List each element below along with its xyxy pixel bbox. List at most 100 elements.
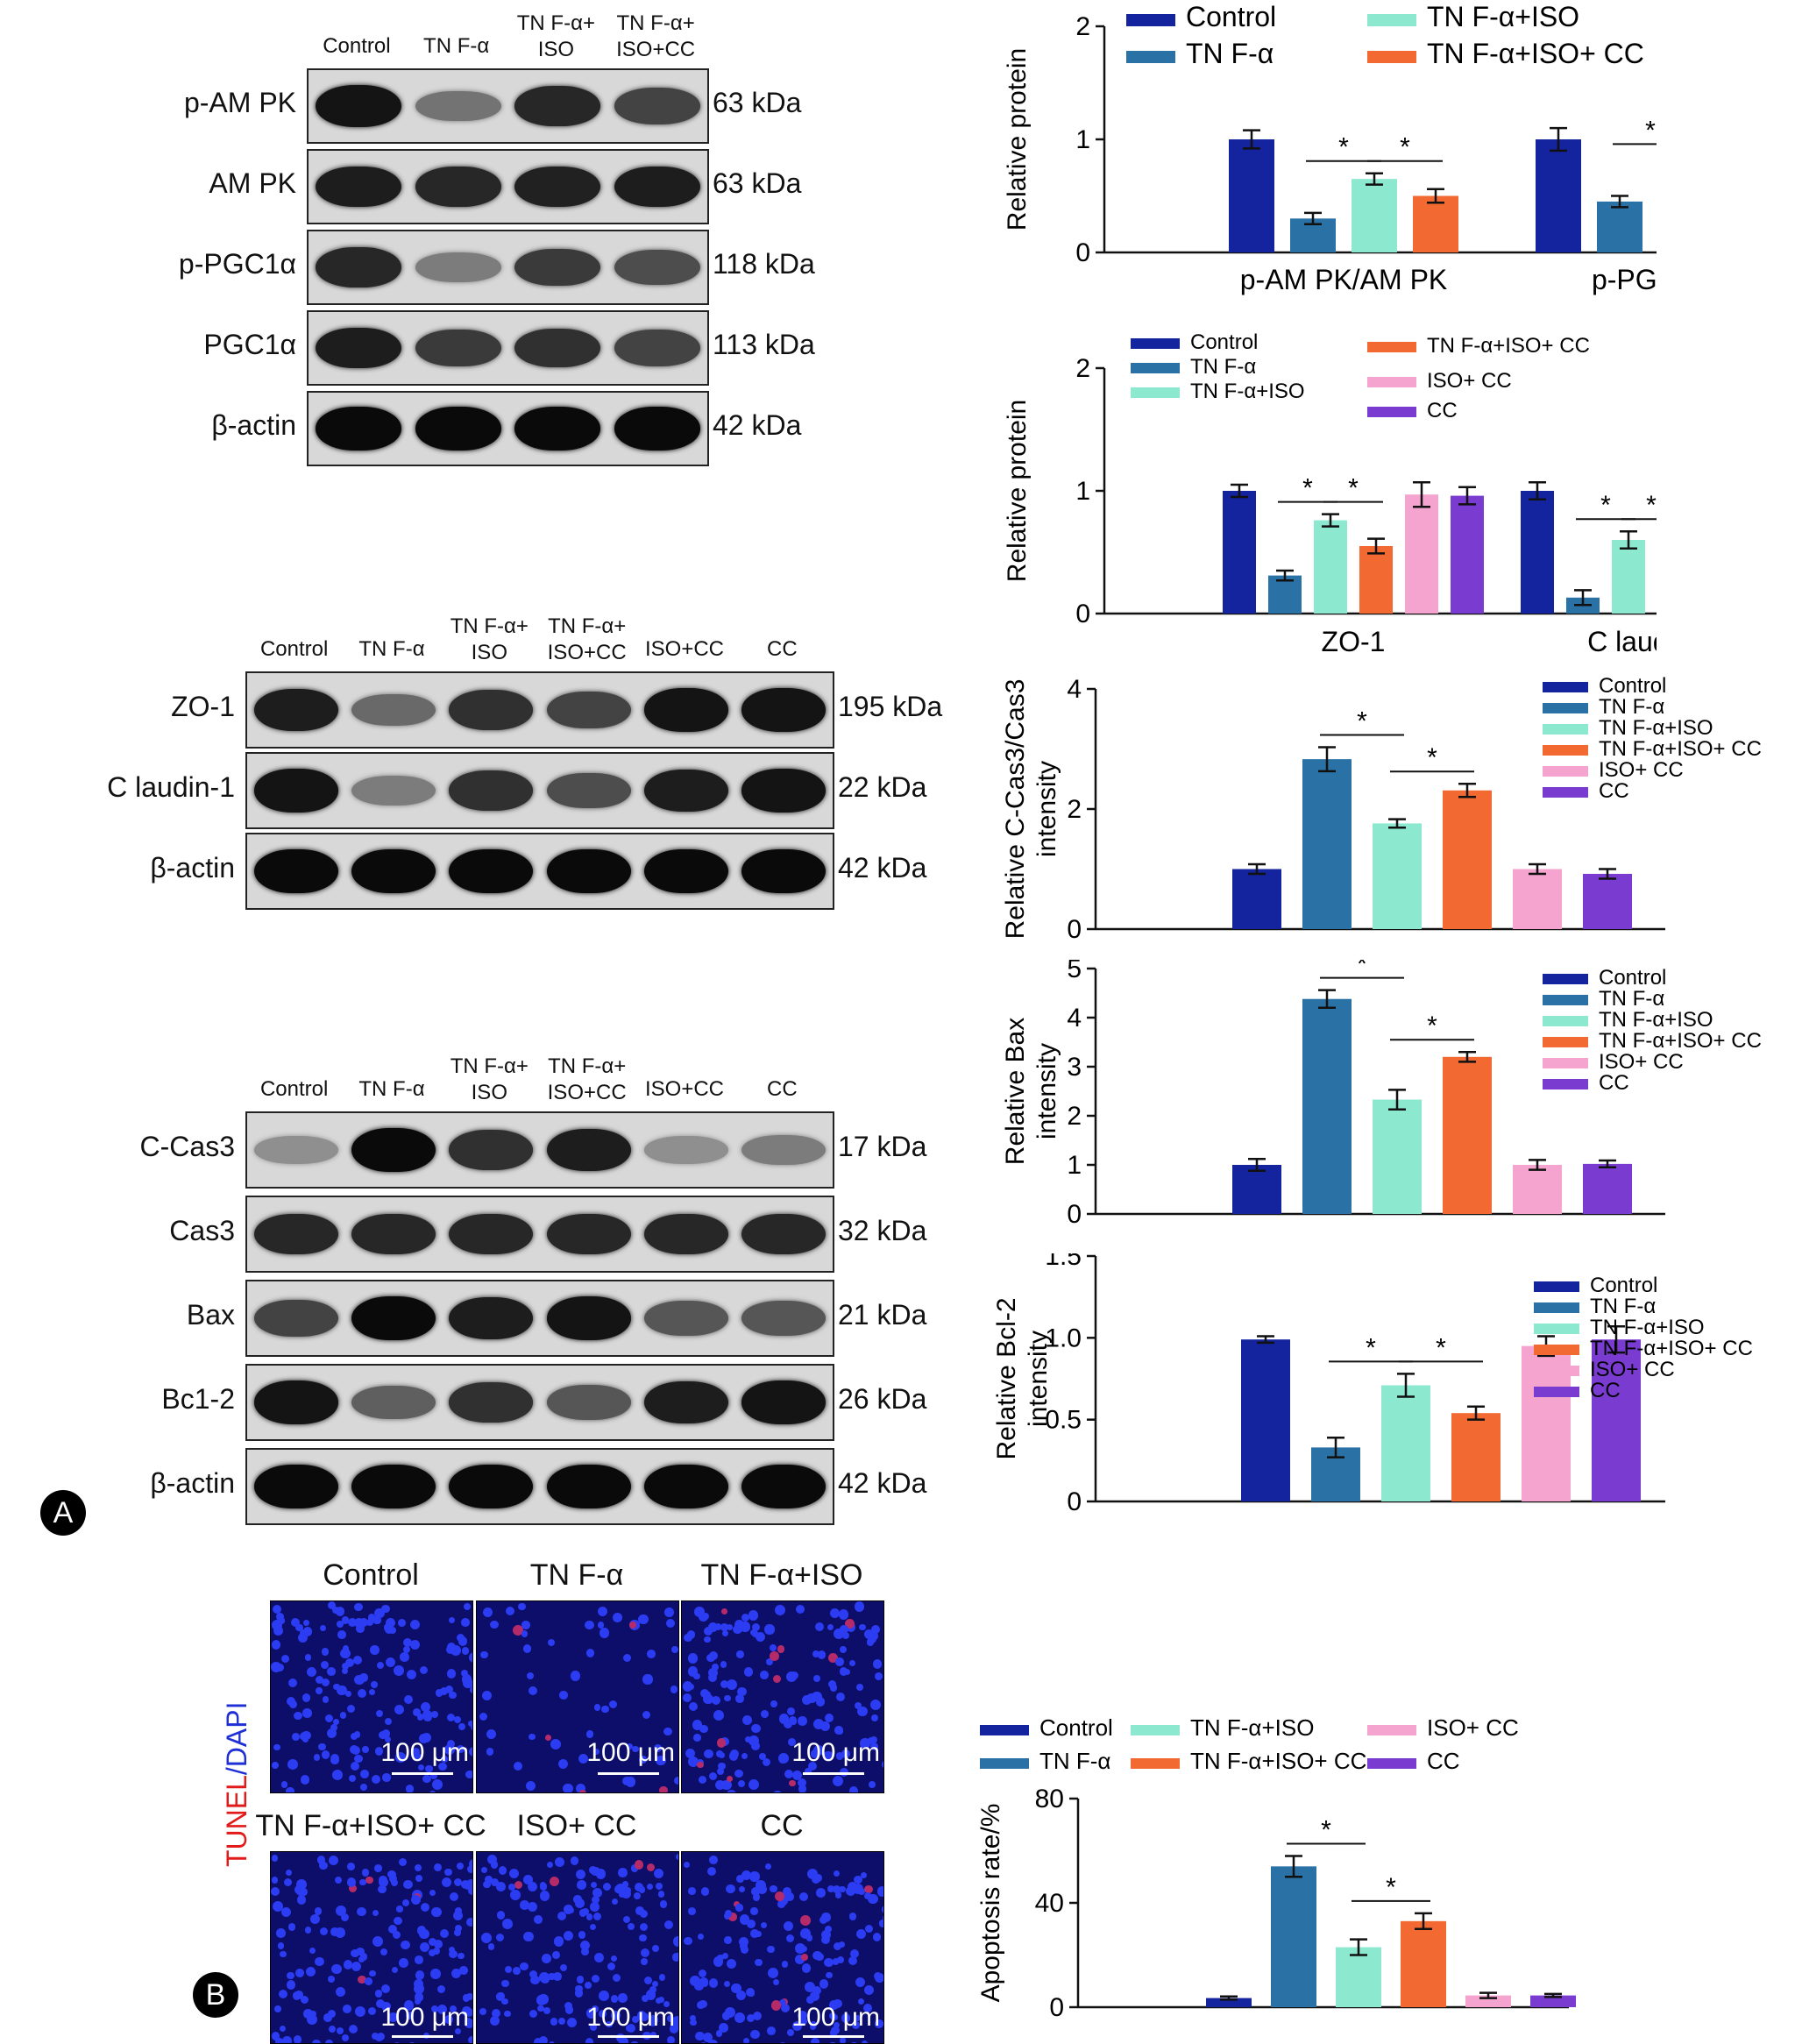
cell-nucleus	[314, 1754, 320, 1760]
y-tick-label: 0	[1067, 1200, 1082, 1229]
cell-nucleus	[635, 1906, 644, 1915]
cell-nucleus	[300, 1732, 309, 1741]
cell-nucleus	[658, 1891, 664, 1897]
cell-nucleus	[565, 2005, 573, 2013]
cell-nucleus	[800, 1928, 811, 1939]
cell-nucleus	[835, 1657, 844, 1666]
cell-nucleus	[287, 1972, 294, 1980]
cell-nucleus	[725, 1910, 732, 1917]
cell-nucleus	[641, 1958, 648, 1965]
cell-nucleus	[599, 1991, 609, 2001]
legend-swatch	[1543, 745, 1588, 756]
cell-nucleus	[329, 1856, 338, 1865]
cell-nucleus	[404, 1695, 413, 1704]
legend-label: TN F-α+ISO	[1190, 380, 1305, 403]
cell-nucleus	[540, 1891, 550, 1901]
blot-band	[316, 407, 401, 450]
blot-row	[307, 230, 709, 305]
cell-nucleus	[618, 1993, 627, 2002]
blot-row-label: Bax	[53, 1299, 235, 1331]
blot-column-label-line: ISO	[441, 1080, 538, 1106]
cell-nucleus	[594, 1704, 601, 1711]
cell-nucleus	[724, 1936, 732, 1944]
scale-bar	[392, 2035, 453, 2038]
y-tick-label: 2	[1075, 12, 1090, 41]
cell-nucleus	[575, 1989, 584, 1998]
cell-nucleus	[394, 1917, 402, 1926]
cell-nucleus	[271, 1662, 281, 1672]
legend-label: TN F-α+ISO+ CC	[1427, 38, 1644, 69]
cell-nucleus	[386, 1657, 395, 1667]
blot-band	[644, 688, 728, 731]
blot-kda-label: 42 kDa	[838, 1467, 926, 1500]
cell-nucleus	[394, 1705, 404, 1714]
cell-nucleus	[699, 1969, 706, 1977]
cell-nucleus	[634, 1892, 641, 1899]
tunel-image: 100 μm	[681, 1851, 884, 2044]
cell-nucleus	[862, 2040, 868, 2044]
cell-nucleus	[704, 1636, 710, 1643]
cell-nucleus	[505, 1966, 512, 1973]
cell-nucleus	[374, 1864, 382, 1872]
cell-nucleus	[322, 1750, 330, 1758]
bar	[1513, 869, 1562, 930]
cell-nucleus	[674, 1777, 679, 1785]
scale-bar	[803, 2035, 864, 2038]
blot-band	[614, 330, 700, 366]
blot-kda-label: 63 kDa	[713, 87, 801, 119]
cell-nucleus	[751, 1887, 760, 1896]
cell-nucleus	[609, 1700, 617, 1708]
cell-nucleus	[307, 1667, 316, 1677]
bar	[1336, 1948, 1381, 2007]
cell-nucleus	[857, 1707, 868, 1717]
cell-nucleus	[272, 1620, 282, 1630]
cell-nucleus	[830, 1684, 838, 1692]
blot-row-label: C-Cas3	[53, 1131, 235, 1163]
cell-nucleus	[749, 1610, 759, 1621]
cell-nucleus	[564, 1931, 573, 1941]
blot-column-label: Control	[245, 636, 343, 663]
cell-nucleus	[488, 1943, 495, 1950]
blot-row	[245, 833, 834, 910]
cell-nucleus	[717, 1768, 724, 1775]
cell-nucleus	[600, 1628, 609, 1637]
y-tick-label: 0	[1067, 915, 1082, 944]
cell-nucleus	[719, 2023, 728, 2033]
cell-nucleus	[351, 1733, 358, 1740]
blot-column-label-line: TN F-α+	[441, 614, 538, 640]
blot-column-label: TN F-α+ISO+CC	[538, 614, 635, 666]
cell-nucleus	[882, 1760, 884, 1769]
y-tick-label: 80	[1035, 1785, 1064, 1813]
cell-nucleus	[644, 1977, 652, 1984]
legend-label: TN F-α	[1186, 38, 1274, 69]
cell-nucleus	[607, 1962, 615, 1970]
cell-nucleus	[579, 1790, 586, 1793]
y-tick-label: 2	[1067, 795, 1082, 824]
bar	[1381, 1385, 1430, 1501]
cell-nucleus	[813, 1675, 820, 1682]
cell-nucleus	[763, 1758, 770, 1766]
legend-label: TN F-α+ISO+ CC	[1599, 1029, 1762, 1053]
cell-nucleus	[635, 1860, 644, 1870]
cell-nucleus	[482, 1691, 492, 1700]
cell-nucleus	[693, 1734, 701, 1742]
cell-nucleus	[701, 1887, 710, 1896]
scale-bar-label: 100 μm	[380, 2003, 469, 2033]
blot-column-label: TN F-α	[343, 1076, 440, 1103]
cell-nucleus	[812, 1692, 822, 1702]
cell-nucleus	[403, 1880, 412, 1889]
cell-nucleus	[779, 1714, 789, 1723]
blot-column-label-line: Control	[245, 1076, 343, 1103]
cell-nucleus	[736, 1650, 743, 1657]
blot-row-label: β-actin	[53, 1467, 235, 1500]
legend-swatch	[1131, 1758, 1180, 1769]
cell-nucleus	[330, 1724, 337, 1731]
tunel-image: 100 μm	[476, 1600, 679, 1793]
cell-nucleus	[368, 1614, 375, 1621]
cell-nucleus	[419, 1929, 429, 1939]
cell-nucleus	[746, 1988, 755, 1997]
cell-nucleus	[873, 1933, 882, 1941]
cell-nucleus	[591, 1882, 597, 1888]
bar	[1373, 823, 1422, 929]
